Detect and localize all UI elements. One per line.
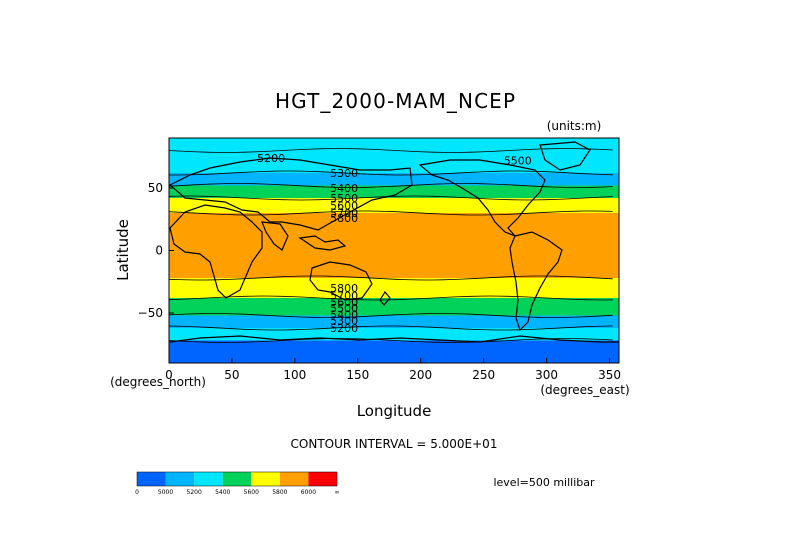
australia-outline <box>309 261 373 301</box>
india-outline <box>261 221 289 251</box>
contour-line <box>169 170 613 176</box>
colorbar-swatch <box>194 472 223 486</box>
contour-line <box>168 195 613 201</box>
contour-label: 5800 <box>330 212 358 225</box>
band-9 <box>169 328 619 341</box>
y-axis-title: Latitude <box>114 219 132 281</box>
colorbar-swatch <box>165 472 195 486</box>
contour-line <box>168 210 613 216</box>
contour-label: 5700 <box>330 290 358 303</box>
contour-line <box>168 275 613 281</box>
contour-label: 5500 <box>504 155 532 168</box>
contour-label: 5300 <box>330 315 358 328</box>
colorbar-label: ∞ <box>335 489 340 496</box>
x-tick-label: 150 <box>346 368 369 382</box>
y-tick-label: 0 <box>155 244 163 258</box>
colorbar-label: 6000 <box>301 489 316 496</box>
contour-line <box>168 338 613 343</box>
colorbar-frame <box>136 471 338 487</box>
contour-label: 5400 <box>330 308 358 321</box>
x-tick-label: 0 <box>165 368 173 382</box>
chart-title: HGT_2000-MAM_NCEP <box>275 89 515 113</box>
colorbar-swatch <box>222 472 252 486</box>
contour-label: 5500 <box>330 192 358 205</box>
continent-outlines <box>168 141 619 343</box>
indonesia-outline <box>298 235 347 251</box>
contour-lines <box>168 148 613 343</box>
contour-fill-bands <box>169 138 619 363</box>
africa-outline <box>169 204 263 299</box>
band-3 <box>169 185 619 198</box>
colorbar-swatch <box>308 472 337 486</box>
y-axis-ticks: 50 0 −50 <box>138 181 174 320</box>
contour-label: 5800 <box>330 282 358 295</box>
band-7 <box>169 298 619 316</box>
band-5 <box>169 213 619 278</box>
contour-label: 5600 <box>330 296 358 309</box>
x-tick-label: 300 <box>535 368 558 382</box>
contour-line <box>168 313 613 318</box>
contour-label: 5600 <box>330 200 358 213</box>
colorbar-label: 5400 <box>215 489 230 496</box>
x-axis-title: Longitude <box>357 402 432 420</box>
contour-line <box>168 295 613 301</box>
south-america-outline <box>509 231 563 332</box>
colorbar-swatch <box>251 472 280 486</box>
new-zealand-outline <box>379 290 391 306</box>
units-label: (units:m) <box>547 119 602 133</box>
x-tick-label: 250 <box>472 368 495 382</box>
colorbar: 0 5000 5200 5400 5600 5800 6000 ∞ <box>135 471 340 496</box>
y-tick-label: −50 <box>138 306 163 320</box>
contour-label: 5500 <box>330 302 358 315</box>
antarctica-outline <box>169 335 619 343</box>
x-tick-label: 100 <box>283 368 306 382</box>
contour-line <box>168 148 613 153</box>
contour-label: 5300 <box>330 167 358 180</box>
y-units-label: (degrees_north) <box>110 375 206 389</box>
band-0 <box>169 138 619 151</box>
x-tick-label: 50 <box>224 368 239 382</box>
contour-label: 5200 <box>330 322 358 335</box>
x-units-label: (degrees_east) <box>540 383 629 397</box>
contour-label: 5700 <box>330 207 358 220</box>
band-4 <box>169 198 619 213</box>
contour-label: 5400 <box>330 182 358 195</box>
greenland-outline <box>539 141 591 171</box>
colorbar-label: 5800 <box>272 489 287 496</box>
plot-area: 5200530054005500560057005800550058005700… <box>168 137 620 364</box>
north-america-outline <box>418 159 546 237</box>
colorbar-label: 0 <box>135 489 139 496</box>
colorbar-label: 5000 <box>158 489 173 496</box>
level-note: level=500 millibar <box>493 476 595 489</box>
y-tick-label: 50 <box>148 181 163 195</box>
eurasia-outline <box>168 157 413 231</box>
band-6 <box>169 278 619 298</box>
colorbar-label: 5600 <box>244 489 259 496</box>
contour-labels: 5200530054005500560057005800550058005700… <box>257 152 532 335</box>
colorbar-label: 5200 <box>187 489 202 496</box>
band-8 <box>169 315 619 328</box>
x-tick-label: 350 <box>598 368 621 382</box>
contour-label: 5200 <box>257 152 285 165</box>
band-1 <box>169 150 619 173</box>
x-tick-label: 200 <box>409 368 432 382</box>
contour-interval-note: CONTOUR INTERVAL = 5.000E+01 <box>291 437 498 451</box>
contour-line <box>168 183 613 188</box>
colorbar-swatch <box>137 472 166 486</box>
x-axis-ticks: 0 50 100 150 200 250 300 350 <box>165 358 621 382</box>
colorbar-swatch <box>279 472 309 486</box>
band-10 <box>169 340 619 363</box>
band-2 <box>169 173 619 186</box>
contour-line <box>168 325 613 331</box>
